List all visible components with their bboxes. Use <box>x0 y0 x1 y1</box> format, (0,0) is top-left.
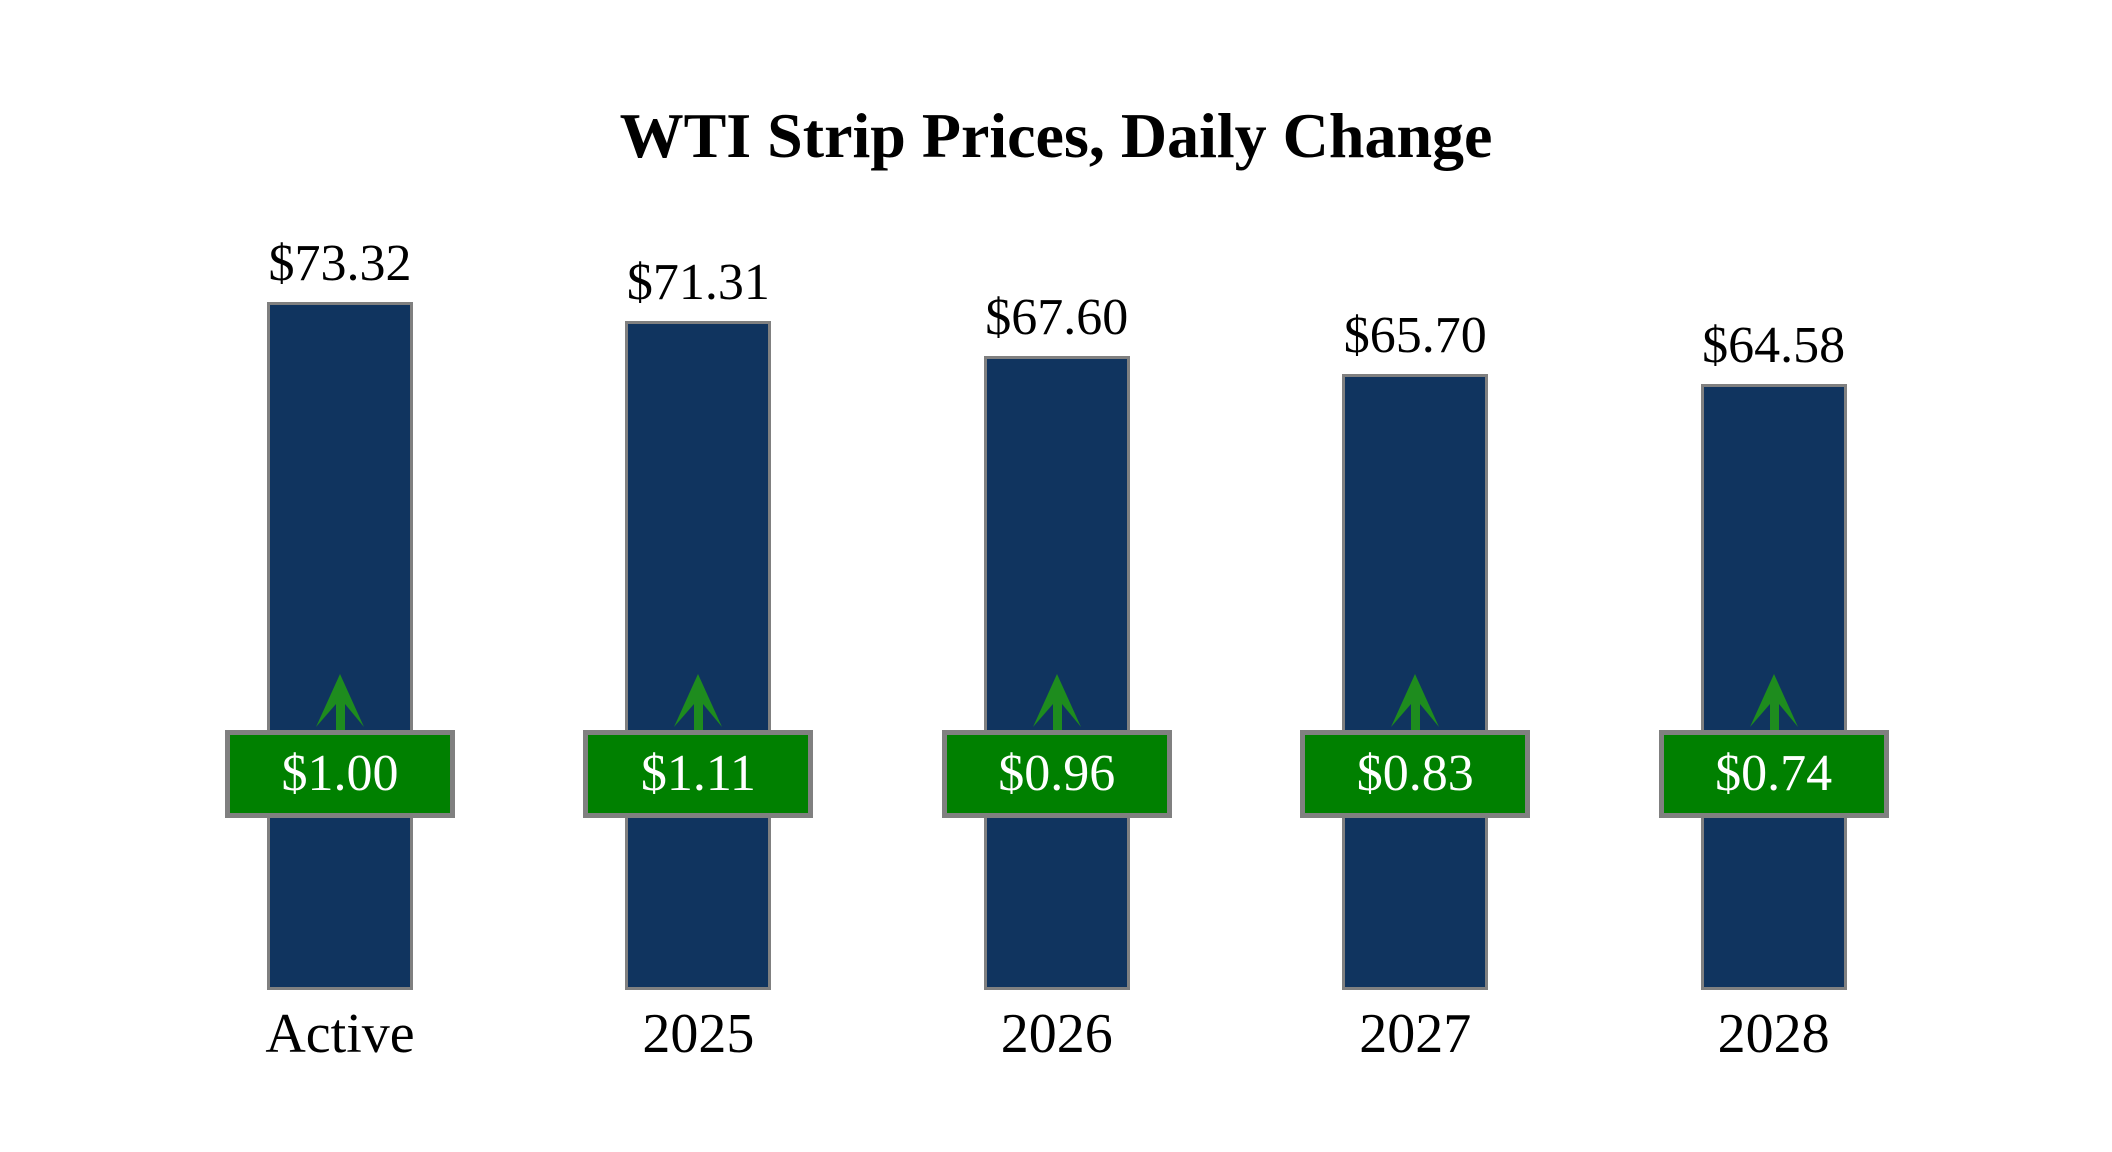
chart-title: WTI Strip Prices, Daily Change <box>619 100 1493 171</box>
bar-value-label-2028: $64.58 <box>1702 317 1846 374</box>
bar-value-label-2026: $67.60 <box>985 289 1129 346</box>
up-arrow-icon <box>1387 674 1443 730</box>
up-arrow-icon <box>312 674 368 730</box>
change-badge-label: $1.11 <box>640 745 756 802</box>
change-badge-2027: $0.83 <box>1300 730 1531 818</box>
category-label-2028: 2028 <box>1717 1003 1830 1065</box>
category-label-2025: 2025 <box>642 1003 755 1065</box>
bar-value-label-2027: $65.70 <box>1343 307 1487 364</box>
bar-2027 <box>1342 374 1489 990</box>
bar-2025 <box>625 321 772 990</box>
change-badge-2028: $0.74 <box>1658 730 1889 818</box>
change-badge-2025: $1.11 <box>583 730 814 818</box>
change-badge-label: $1.00 <box>281 745 399 802</box>
change-badge-2026: $0.96 <box>941 730 1172 818</box>
category-label-2026: 2026 <box>1000 1003 1113 1065</box>
change-badge-label: $0.74 <box>1715 745 1833 802</box>
up-arrow-icon <box>670 674 726 730</box>
change-badge-active: $1.00 <box>225 730 455 818</box>
bar-value-label-active: $73.32 <box>268 235 412 292</box>
change-badge-label: $0.83 <box>1356 745 1474 802</box>
up-arrow-icon <box>1029 674 1085 730</box>
bar-active <box>267 302 413 990</box>
up-arrow-icon <box>1746 674 1802 730</box>
bar-value-label-2025: $71.31 <box>626 254 770 311</box>
change-badge-label: $0.96 <box>998 745 1116 802</box>
category-label-active: Active <box>265 1003 415 1065</box>
bar-2026 <box>983 356 1130 990</box>
category-label-2027: 2027 <box>1359 1003 1472 1065</box>
